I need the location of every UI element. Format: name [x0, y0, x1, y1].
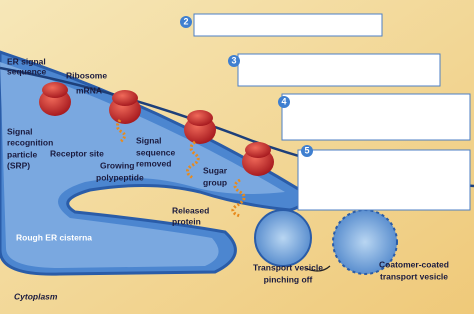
label: sequence: [136, 147, 175, 157]
label: protein: [172, 216, 201, 226]
step-number: 5: [304, 145, 309, 155]
step-markers: 2 3 4 5: [180, 16, 313, 157]
label: Transport vesicle: [253, 262, 323, 272]
label: mRNA: [76, 85, 102, 95]
label: particle: [7, 149, 38, 159]
vesicles: [254, 209, 398, 275]
label: Cytoplasm: [14, 291, 58, 301]
label: Released: [172, 205, 209, 215]
label: Coatomer-coated: [379, 259, 449, 269]
label: Receptor site: [50, 148, 104, 158]
label: removed: [136, 158, 171, 168]
step-number: 2: [183, 16, 188, 26]
step-number: 4: [281, 96, 286, 106]
step-number: 3: [231, 55, 236, 65]
label: Signal: [136, 135, 162, 145]
label: (SRP): [7, 160, 30, 170]
arrow: [304, 265, 331, 272]
er-lumen: [0, 62, 285, 268]
label: Growing: [100, 160, 134, 170]
labels: ER signal sequence Ribosome mRNA Signal …: [7, 56, 449, 301]
label: ER signal: [7, 56, 46, 66]
label: Rough ER cisterna: [16, 232, 92, 242]
label: transport vesicle: [380, 271, 448, 281]
label: Ribosome: [66, 70, 107, 80]
label: recognition: [7, 137, 53, 147]
label: Signal: [7, 126, 33, 136]
label: polypeptide: [96, 172, 144, 182]
label: pinching off: [264, 274, 313, 284]
label: group: [203, 177, 227, 187]
ribosomes: [39, 82, 274, 176]
label: sequence: [7, 66, 46, 76]
label: Sugar: [203, 165, 228, 175]
answer-boxes: [193, 13, 471, 211]
